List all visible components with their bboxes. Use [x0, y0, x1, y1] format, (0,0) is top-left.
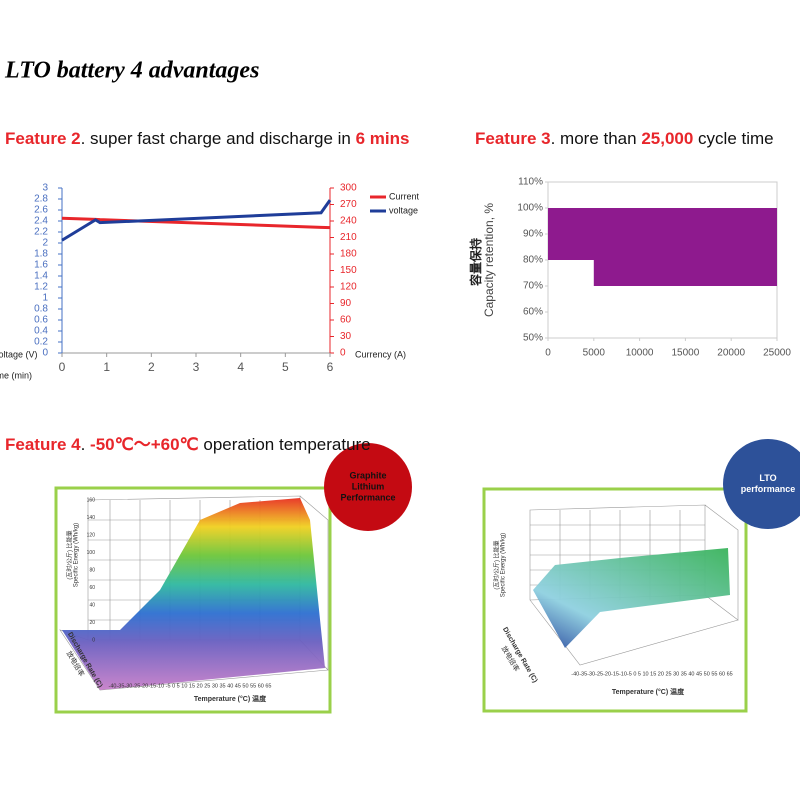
- figure-x-label: Temperature (°C) 温度: [612, 687, 685, 696]
- y-tick-label: 2.8: [34, 194, 48, 205]
- figure-y-tick: 60: [89, 585, 95, 591]
- x-tick-label: 15000: [671, 348, 699, 359]
- figure-y-label-cn: (瓦时/公斤) 比能量: [493, 540, 501, 589]
- series-line: [61, 199, 332, 242]
- y-tick-label: 2.4: [34, 216, 48, 227]
- badge: [723, 439, 800, 529]
- legend-label: Current: [389, 191, 420, 201]
- x-tick-label: 0: [59, 360, 66, 374]
- figure-y-label-cn: (瓦时/公斤) 比能量: [66, 530, 74, 579]
- y2-tick-label: 30: [340, 331, 352, 342]
- feature-heading: Feature 4. -50℃～+60℃ operation temperatu…: [5, 435, 371, 454]
- x-tick-label: 1: [103, 360, 110, 374]
- badge-label: Lithium: [352, 481, 385, 491]
- figure-x-ticks: -40-35-30-25-20-15-10-5 0 5 10 15 20 25 …: [571, 671, 732, 677]
- series-line: [61, 216, 331, 230]
- y2-tick-label: 150: [340, 265, 357, 276]
- badge-label: Performance: [340, 492, 395, 502]
- y2-tick-label: 180: [340, 249, 357, 260]
- figure-y-tick: 120: [87, 532, 96, 538]
- x-tick-label: 10000: [626, 348, 654, 359]
- feature-heading: Feature 2. super fast charge and dischar…: [5, 129, 409, 148]
- y-tick-label: 70%: [523, 281, 543, 292]
- y-tick-label: 0.4: [34, 326, 48, 337]
- heading-part: . super fast charge and discharge in: [81, 129, 356, 148]
- figure-x-label: Temperature (°C) 温度: [194, 694, 267, 703]
- figure-y-label: Specific Energy (Wh/kg): [501, 533, 507, 597]
- y2-tick-label: 120: [340, 282, 357, 293]
- badge: [324, 443, 412, 531]
- x-tick-label: 5000: [583, 348, 606, 359]
- y-tick-label: 3: [42, 183, 48, 194]
- heading-part: Feature 3: [475, 129, 551, 148]
- heading-part: operation temperature: [199, 435, 371, 454]
- y-axis-label: voltage (V): [0, 349, 38, 359]
- heading-part: -50℃～+60℃: [90, 435, 199, 454]
- retention-area: [548, 208, 777, 286]
- figure-y-tick: 20: [89, 620, 95, 626]
- heading-part: cycle time: [693, 129, 773, 148]
- y-tick-label: 1: [42, 293, 48, 304]
- y-tick-label: 2: [42, 238, 48, 249]
- y-tick-label: 2.2: [34, 227, 48, 238]
- y-tick-label: 1.6: [34, 260, 48, 271]
- page-title: LTO battery 4 advantages: [4, 58, 259, 84]
- surface: [62, 498, 325, 690]
- badge-label: Graphite: [349, 470, 386, 480]
- x-tick-label: 25000: [763, 348, 791, 359]
- y-axis-label-cn: 容量保持: [468, 238, 483, 287]
- badge-label: performance: [741, 484, 796, 494]
- x-tick-label: 2: [148, 360, 155, 374]
- y-tick-label: 0: [42, 348, 48, 359]
- figure-y-tick: 100: [87, 550, 96, 556]
- figure-y-tick: 80: [89, 567, 95, 573]
- y-tick-label: 1.4: [34, 271, 48, 282]
- x-axis-label: time (min): [0, 370, 32, 380]
- y-tick-label: 1.8: [34, 249, 48, 260]
- heading-part: 6 mins: [356, 129, 410, 148]
- legend-label: voltage: [389, 205, 418, 215]
- badge-label: LTO: [759, 473, 776, 483]
- surface: [533, 548, 730, 648]
- y2-tick-label: 300: [340, 183, 357, 194]
- y2-axis-label: Currency (A): [355, 349, 406, 359]
- x-tick-label: 5: [282, 360, 289, 374]
- heading-part: 25,000: [641, 129, 693, 148]
- figure-y-tick: 140: [87, 515, 96, 521]
- y-tick-label: 1.2: [34, 282, 48, 293]
- figure-x-ticks: -40-35-30-25-20-15-10 -5 0 5 10 15 20 25…: [109, 683, 272, 689]
- y-tick-label: 0.2: [34, 337, 48, 348]
- y-tick-label: 90%: [523, 229, 543, 240]
- y2-tick-label: 270: [340, 199, 357, 210]
- y2-tick-label: 210: [340, 232, 357, 243]
- y-tick-label: 0.6: [34, 315, 48, 326]
- heading-part: .: [81, 435, 90, 454]
- x-tick-label: 20000: [717, 348, 745, 359]
- y-tick-label: 60%: [523, 307, 543, 318]
- figure-y-tick: 0: [92, 637, 95, 643]
- x-tick-label: 3: [193, 360, 200, 374]
- x-tick-label: 0: [545, 348, 551, 359]
- y2-tick-label: 0: [340, 348, 346, 359]
- heading-part: Feature 4: [5, 435, 81, 454]
- y-tick-label: 110%: [518, 177, 543, 188]
- y2-tick-label: 90: [340, 298, 352, 309]
- figure-y-tick: 40: [89, 602, 95, 608]
- y-tick-label: 50%: [523, 333, 543, 344]
- y-tick-label: 2.6: [34, 205, 48, 216]
- y-tick-label: 100%: [517, 203, 543, 214]
- figure-y-tick: 160: [87, 497, 96, 503]
- feature-heading: Feature 3. more than 25,000 cycle time: [475, 129, 774, 148]
- heading-part: Feature 2: [5, 129, 81, 148]
- y2-tick-label: 60: [340, 315, 352, 326]
- x-tick-label: 6: [327, 360, 334, 374]
- figure-y-label: Specific Energy (Wh/kg): [74, 523, 80, 587]
- y-tick-label: 80%: [523, 255, 543, 266]
- y2-tick-label: 240: [340, 216, 357, 227]
- y-axis-label: Capacity retention, %: [482, 203, 496, 317]
- y-tick-label: 0.8: [34, 304, 48, 315]
- x-tick-label: 4: [237, 360, 244, 374]
- heading-part: . more than: [551, 129, 642, 148]
